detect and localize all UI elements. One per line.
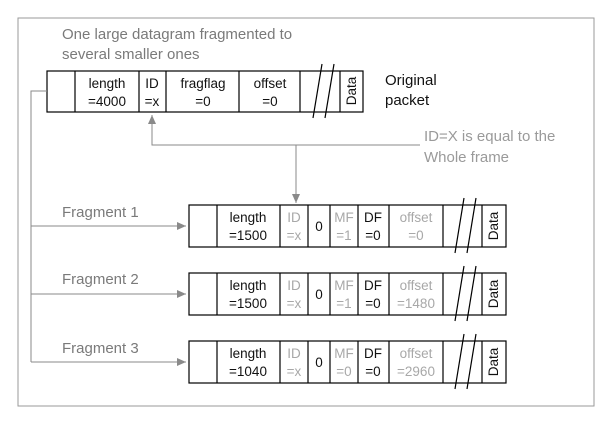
f2-mf-name: MF <box>334 278 354 293</box>
f2-id-name: ID <box>287 278 301 293</box>
f2-length-value: =1500 <box>229 296 267 311</box>
orig-length-name: length <box>89 76 126 91</box>
orig-data-label: Data <box>344 76 359 105</box>
f1-reserved-bit: 0 <box>315 219 323 234</box>
f3-id-name: ID <box>287 346 301 361</box>
f3-offset-name: offset <box>400 346 433 361</box>
fragment-3-packet: length =1040 ID =x 0 MF =0 DF =0 offset … <box>188 333 507 390</box>
f2-data-label: Data <box>486 279 501 308</box>
original-packet: length =4000 ID =x fragflag =0 offset =0… <box>46 63 364 119</box>
fragment-2-packet: length =1500 ID =x 0 MF =1 DF =0 offset … <box>188 265 507 322</box>
f3-df-value: =0 <box>365 364 380 379</box>
f1-df-name: DF <box>364 210 382 225</box>
orig-offset-value: =0 <box>262 94 277 109</box>
f2-length-name: length <box>230 278 267 293</box>
f3-length-value: =1040 <box>229 364 267 379</box>
f2-offset-value: =1480 <box>397 296 435 311</box>
f1-length-value: =1500 <box>229 228 267 243</box>
f3-df-name: DF <box>364 346 382 361</box>
original-packet-label-line-1: Original <box>385 72 437 89</box>
id-connector-arrow <box>148 115 420 146</box>
f3-length-name: length <box>230 346 267 361</box>
original-packet-label-line-2: packet <box>385 92 430 109</box>
f2-id-value: =x <box>287 296 302 311</box>
f1-offset-name: offset <box>400 210 433 225</box>
f1-df-value: =0 <box>365 228 380 243</box>
original-packet-box <box>46 70 364 113</box>
outer-frame <box>17 17 595 407</box>
note-line-2: Whole frame <box>424 149 509 166</box>
f3-offset-value: =2960 <box>397 364 435 379</box>
title-line-2: several smaller ones <box>62 46 200 63</box>
orig-fragflag-value: =0 <box>195 94 210 109</box>
fragment-3-label: Fragment 3 <box>62 340 139 357</box>
f1-length-name: length <box>230 210 267 225</box>
fragment-1-label: Fragment 1 <box>62 204 139 221</box>
f2-offset-name: offset <box>400 278 433 293</box>
f3-id-value: =x <box>287 364 302 379</box>
orig-fragflag-name: fragflag <box>180 76 225 91</box>
f2-df-name: DF <box>364 278 382 293</box>
distribution-line <box>30 90 47 362</box>
f1-data-label: Data <box>486 211 501 240</box>
f1-mf-name: MF <box>334 210 354 225</box>
orig-id-name: ID <box>145 76 159 91</box>
f3-reserved-bit: 0 <box>315 355 323 370</box>
f1-offset-value: =0 <box>408 228 423 243</box>
f2-reserved-bit: 0 <box>315 287 323 302</box>
orig-length-value: =4000 <box>88 94 126 109</box>
fragment-2-label: Fragment 2 <box>62 271 139 288</box>
f1-id-value: =x <box>287 228 302 243</box>
f2-mf-value: =1 <box>336 296 351 311</box>
orig-offset-name: offset <box>254 76 287 91</box>
break-mark <box>312 63 323 119</box>
orig-id-value: =x <box>145 94 160 109</box>
f1-mf-value: =1 <box>336 228 351 243</box>
f3-data-label: Data <box>486 347 501 376</box>
title-line-1: One large datagram fragmented to <box>62 26 292 43</box>
note-line-1: ID=X is equal to the <box>424 128 555 145</box>
f3-mf-name: MF <box>334 346 354 361</box>
f1-id-name: ID <box>287 210 301 225</box>
fragment-1-packet: length =1500 ID =x 0 MF =1 DF =0 offset … <box>188 197 507 254</box>
f3-mf-value: =0 <box>336 364 351 379</box>
f2-df-value: =0 <box>365 296 380 311</box>
